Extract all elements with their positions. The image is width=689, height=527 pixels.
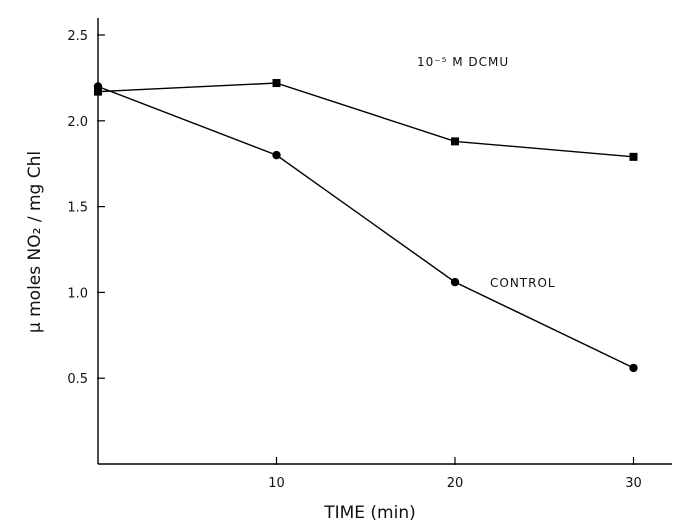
- series-group: [93, 79, 638, 373]
- x-tick-label: 30: [625, 476, 642, 491]
- dcmu-series-label: 10⁻⁵ M DCMU: [417, 55, 509, 69]
- x-tick-label: 20: [447, 476, 464, 491]
- x-ticks: 10 20 30: [268, 457, 642, 491]
- square-marker: [629, 152, 638, 161]
- square-marker: [94, 87, 102, 96]
- annotations: 10⁻⁵ M DCMU CONTROL: [417, 55, 556, 290]
- y-tick-label: 2.0: [67, 115, 88, 130]
- series-line-2: [97, 85, 634, 369]
- x-tick-label: 10: [268, 476, 285, 491]
- square-marker: [451, 137, 459, 146]
- y-tick-label: 0.5: [67, 372, 88, 387]
- y-axis-title: μ moles NO₂ / mg Chl: [25, 151, 45, 333]
- control-series-label: CONTROL: [490, 276, 556, 290]
- y-tick-label: 1.0: [67, 286, 88, 301]
- y-tick-label: 2.5: [67, 29, 88, 44]
- x-axis-title: TIME (min): [323, 503, 416, 523]
- circle-marker: [93, 82, 103, 91]
- circle-marker: [272, 150, 281, 160]
- y-ticks: 0.5 1.0 1.5 2.0 2.5: [67, 29, 105, 387]
- axes: [97, 18, 672, 465]
- y-tick-label: 1.5: [67, 201, 88, 216]
- series-line-1: [97, 82, 634, 158]
- circle-marker: [450, 277, 460, 287]
- circle-marker: [629, 363, 638, 373]
- square-marker: [272, 79, 281, 88]
